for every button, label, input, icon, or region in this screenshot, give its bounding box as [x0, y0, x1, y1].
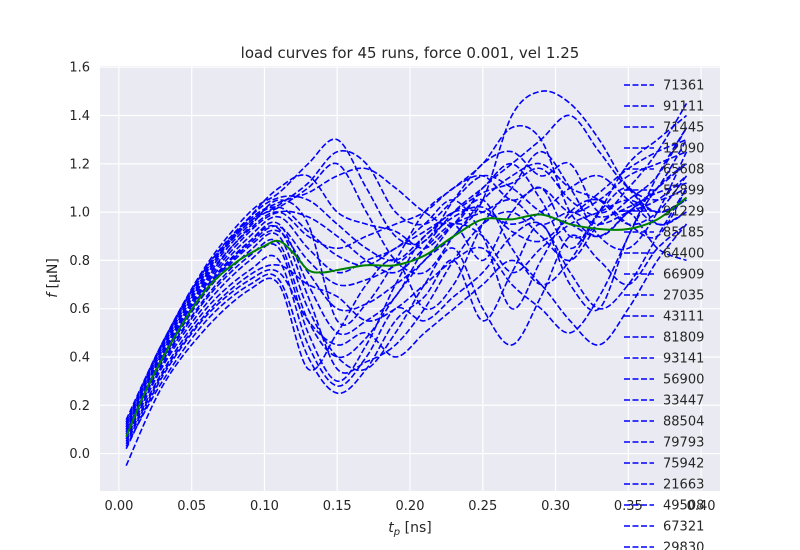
legend-label: 81809: [663, 331, 704, 346]
legend-label: 64400: [663, 247, 704, 262]
x-tick-label: 0.40: [687, 499, 716, 514]
x-axis-label: tp [ns]: [388, 520, 431, 538]
legend-label: 65608: [663, 163, 704, 178]
y-tick-label: 1.4: [69, 109, 90, 124]
y-tick-label: 0.2: [69, 399, 90, 414]
run-series-line: [125, 162, 688, 440]
legend-label: 29830: [663, 541, 704, 550]
mean-series-line: [125, 196, 688, 438]
x-tick-label: 0.30: [541, 499, 570, 514]
run-series-line: [125, 210, 687, 435]
y-tick-label: 1.6: [69, 61, 90, 76]
run-series-line: [125, 150, 687, 428]
run-series-line: [125, 187, 688, 442]
legend-label: 85185: [663, 226, 704, 241]
legend-label: 43111: [663, 310, 704, 325]
run-series-line: [125, 150, 688, 428]
legend-label: 27035: [663, 289, 704, 304]
ticks: 0.00 0.05 0.10 0.15 0.20 0.25 0.30 0.35 0.40 0.0 0…: [69, 61, 715, 514]
legend-label: 21663: [663, 478, 704, 493]
run-series-line: [125, 167, 687, 425]
run-series-line: [125, 174, 687, 425]
legend-label: 56900: [663, 373, 704, 388]
x-tick-label: 0.20: [396, 499, 425, 514]
legend-label: 33447: [663, 394, 704, 409]
run-series-line: [125, 223, 688, 450]
y-tick-label: 0.8: [69, 254, 90, 269]
run-series-line: [125, 114, 688, 433]
y-axis-label: f [μN]: [45, 258, 61, 298]
x-tick-label: 0.35: [614, 499, 643, 514]
legend-label: 12090: [663, 142, 704, 157]
run-series-line: [125, 187, 688, 430]
y-tick-label: 0.4: [69, 350, 90, 365]
run-series-line: [125, 138, 687, 433]
run-series-line: [125, 223, 688, 438]
y-tick-label: 0.0: [69, 447, 90, 462]
legend-label: 79793: [663, 436, 704, 451]
legend-label: 71445: [663, 121, 704, 136]
run-series-line: [125, 90, 687, 423]
grid: [100, 66, 720, 491]
y-tick-label: 1.2: [69, 157, 90, 172]
run-series-line: [125, 127, 688, 445]
legend-label: 67321: [663, 520, 704, 535]
y-tick-label: 1.0: [69, 206, 90, 221]
legend-label: 91111: [663, 100, 704, 115]
x-tick-label: 0.15: [323, 499, 352, 514]
legend-label: 75942: [663, 457, 704, 472]
legend-label: 88504: [663, 415, 704, 430]
x-tick-label: 0.05: [177, 499, 206, 514]
x-tick-label: 0.10: [250, 499, 279, 514]
x-tick-label: 0.00: [104, 499, 133, 514]
legend: 71361 91111 71445 12090 65608 52899 91229 85185…: [624, 79, 704, 550]
run-series-line: [125, 199, 687, 430]
y-tick-label: 0.6: [69, 302, 90, 317]
legend-label: 93141: [663, 352, 704, 367]
legend-label: 66909: [663, 268, 704, 283]
legend-label: 91229: [663, 205, 704, 220]
legend-label: 71361: [663, 79, 704, 94]
series-layer: [125, 90, 688, 466]
run-series-line: [125, 114, 687, 423]
chart-title: load curves for 45 runs, force 0.001, ve…: [241, 44, 580, 62]
legend-label: 52899: [663, 184, 704, 199]
x-tick-label: 0.25: [468, 499, 497, 514]
legend-label: 49508: [663, 499, 704, 514]
run-series-line: [125, 150, 688, 466]
